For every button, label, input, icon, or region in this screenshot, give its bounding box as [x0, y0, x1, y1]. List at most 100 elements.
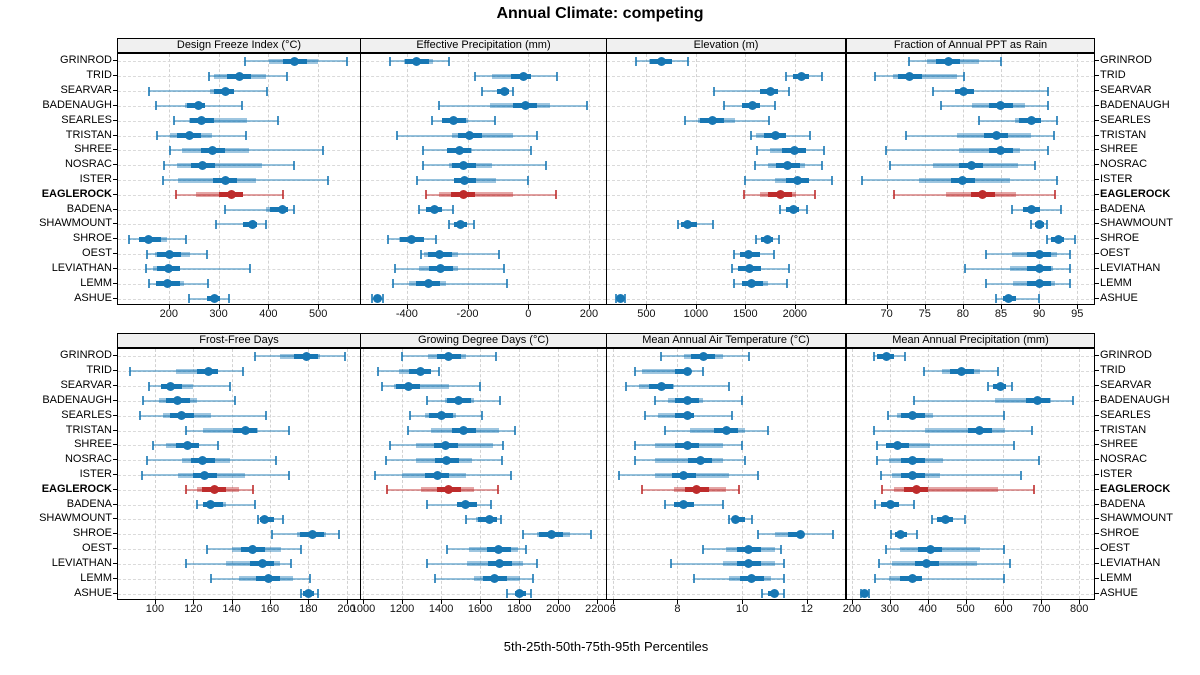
median-dot [679, 470, 689, 480]
axis-tick-label: 2200 [585, 603, 610, 615]
axis-tick-label: 800 [1070, 603, 1089, 615]
axis-tick-label: 160 [260, 603, 280, 615]
whisker-line [216, 223, 267, 226]
whisker-cap-high [820, 71, 823, 81]
whisker-cap-low [984, 279, 987, 289]
whisker-cap-high [529, 589, 532, 599]
whisker-cap-high [777, 234, 780, 244]
axis-tick-mark [193, 600, 195, 604]
row-guide [118, 91, 360, 93]
gridline-v [612, 349, 614, 599]
whisker-line [664, 503, 723, 506]
median-dot [959, 86, 969, 96]
whisker-cap-high [206, 279, 209, 289]
row-guide [118, 549, 360, 551]
whisker-line [185, 562, 291, 565]
row-tick-mark [1095, 503, 1099, 505]
axis-tick-label: 200 [579, 308, 599, 320]
median-dot [490, 574, 500, 584]
row-guide [118, 475, 360, 476]
whisker-cap-high [512, 86, 515, 96]
whisker-cap-high [999, 56, 1002, 66]
whisker-cap-high [712, 219, 715, 229]
row-tick-mark [1095, 164, 1099, 166]
iqr-bar [452, 133, 514, 139]
site-label-right: LEMM [1100, 276, 1132, 289]
whisker-cap-high [535, 131, 538, 141]
row-tick-mark [1095, 238, 1099, 240]
whisker-cap-high [1071, 396, 1074, 406]
site-label-left: OEST [82, 542, 112, 555]
whisker-cap-low [431, 116, 434, 126]
site-label-left: SEARLES [61, 408, 112, 421]
whisker-line [427, 562, 537, 565]
gridline-v [308, 349, 310, 599]
whisker-line [130, 370, 244, 373]
panel-title: Effective Precipitation (mm) [416, 39, 551, 51]
axis-tick-label: 200 [842, 603, 862, 615]
row-tick-mark [113, 297, 117, 299]
row-tick-mark [1095, 429, 1099, 431]
axis-tick-label: 1800 [507, 603, 532, 615]
whisker-cap-low [670, 559, 673, 569]
whisker-cap-low [878, 559, 881, 569]
median-dot [698, 351, 708, 361]
row-guide [118, 519, 360, 521]
whisker-cap-high [962, 71, 965, 81]
row-guide [118, 400, 360, 402]
median-dot [200, 470, 210, 480]
whisker-line [170, 149, 323, 152]
median-dot [892, 440, 902, 450]
median-dot [996, 145, 1006, 155]
whisker-cap-low [370, 294, 373, 304]
median-dot [234, 71, 244, 81]
row-tick-mark [1095, 548, 1099, 550]
whisker-cap-high [316, 589, 319, 599]
axis-tick-label: 0 [525, 308, 532, 320]
row-tick-mark [113, 193, 117, 195]
row-tick-mark [113, 60, 117, 62]
axis-tick-label: 1500 [733, 308, 758, 320]
site-label-right: NOSRAC [1100, 158, 1148, 171]
row-guide [118, 135, 360, 137]
row-tick-mark [113, 253, 117, 255]
whisker-cap-high [1055, 175, 1058, 185]
median-dot [184, 131, 194, 141]
panel-title: Frost-Free Days [199, 334, 279, 346]
median-dot [922, 559, 932, 569]
median-dot [144, 234, 154, 244]
median-dot [766, 86, 776, 96]
median-dot [940, 514, 950, 524]
median-dot [770, 589, 779, 599]
median-dot [1004, 294, 1014, 304]
site-label-right: EAGLEROCK [1100, 187, 1171, 200]
whisker-cap-low [618, 470, 621, 480]
site-label-right: NOSRAC [1100, 453, 1148, 466]
gridline-v [154, 349, 156, 599]
site-label-right: TRISTAN [1100, 423, 1147, 436]
panel-plot [360, 348, 607, 600]
median-dot [221, 86, 231, 96]
whisker-cap-high [227, 294, 230, 304]
site-label-left: OEST [82, 247, 112, 260]
row-guide [607, 120, 845, 122]
panel-title: Design Freeze Index (°C) [176, 39, 302, 51]
whisker-cap-low [660, 351, 663, 361]
gridline-v [927, 349, 929, 599]
site-label-right: BADENA [1100, 497, 1146, 510]
whisker-cap-high [831, 175, 834, 185]
median-dot [1034, 279, 1044, 289]
row-guide [361, 76, 606, 78]
row-tick-mark [1095, 474, 1099, 475]
whisker-cap-high [1037, 455, 1040, 465]
whisker-cap-high [292, 160, 295, 170]
median-dot [744, 544, 754, 554]
panel-strip-1-1: Growing Degree Days (°C) [360, 333, 607, 348]
whisker-cap-low [209, 574, 212, 584]
row-tick-mark [1095, 414, 1099, 416]
median-dot [416, 366, 426, 376]
row-guide [361, 504, 606, 506]
whisker-cap-low [127, 234, 130, 244]
whisker-line [885, 548, 1005, 551]
median-dot [793, 175, 803, 185]
